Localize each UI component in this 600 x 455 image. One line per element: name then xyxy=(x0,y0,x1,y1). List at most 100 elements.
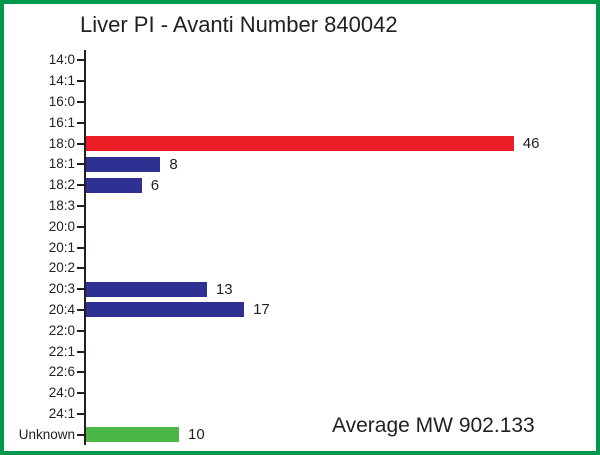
category-label: 22:0 xyxy=(48,322,75,338)
category-label-cell: 18:0 xyxy=(4,135,84,151)
category-label: 20:0 xyxy=(48,218,75,234)
category-label: 24:1 xyxy=(48,405,75,421)
axis-tick xyxy=(77,121,84,124)
bar-18:0 xyxy=(86,136,514,152)
category-label: 20:3 xyxy=(48,281,75,297)
value-label: 6 xyxy=(150,176,160,194)
axis-tick xyxy=(77,329,84,332)
category-label: 14:0 xyxy=(48,52,75,68)
chart-row: 18:2 6 xyxy=(4,174,584,196)
value-label: 8 xyxy=(169,155,178,173)
chart-row: 20:4 17 xyxy=(4,299,584,321)
axis-tick xyxy=(77,184,84,187)
bar-cell xyxy=(84,403,584,425)
chart-row: Unknown 10 xyxy=(4,424,584,446)
axis-tick xyxy=(77,163,84,166)
average-mw-label: Average MW 902.133 xyxy=(332,414,535,437)
category-label: 18:3 xyxy=(48,197,75,213)
axis-tick xyxy=(77,100,84,103)
category-label-cell: 20:0 xyxy=(4,218,84,234)
category-label: 20:2 xyxy=(48,260,75,276)
category-label-cell: 24:1 xyxy=(4,405,84,421)
category-label-cell: 20:2 xyxy=(4,261,84,275)
bar-cell: 8 xyxy=(84,153,584,175)
category-label: 18:2 xyxy=(48,177,75,193)
chart-title: Liver PI - Avanti Number 840042 xyxy=(80,12,398,37)
axis-tick xyxy=(77,371,84,374)
axis-tick xyxy=(77,59,84,62)
category-label-cell: 20:3 xyxy=(4,282,84,296)
category-label-cell: 18:3 xyxy=(4,197,84,213)
chart-row: 18:3 xyxy=(4,195,584,217)
chart-row: 20:1 xyxy=(4,237,584,258)
category-label-cell: 16:0 xyxy=(4,93,84,109)
axis-tick xyxy=(77,288,84,291)
category-label: 18:1 xyxy=(48,156,75,172)
category-label: 20:1 xyxy=(48,239,75,255)
bar-cell xyxy=(84,320,584,342)
category-label-cell: 18:2 xyxy=(4,178,84,192)
axis-tick xyxy=(77,246,84,249)
bar-cell xyxy=(84,50,584,71)
axis-tick xyxy=(77,204,84,207)
bar-cell xyxy=(84,216,584,238)
chart-row: 20:0 xyxy=(4,216,584,238)
chart-row: 20:2 xyxy=(4,257,584,279)
axis-tick xyxy=(77,267,84,270)
category-label: 22:1 xyxy=(48,343,75,359)
chart-row: 20:3 13 xyxy=(4,278,584,300)
bar-cell xyxy=(84,112,584,134)
category-label-cell: 22:1 xyxy=(4,343,84,359)
axis-tick xyxy=(77,433,84,436)
axis-tick xyxy=(77,225,84,228)
category-label: 20:4 xyxy=(48,301,75,317)
chart-row: 24:0 xyxy=(4,382,584,404)
chart-row: 18:0 46 xyxy=(4,133,584,154)
category-label-cell: Unknown xyxy=(4,426,84,442)
axis-tick xyxy=(77,142,84,145)
bar-cell xyxy=(84,91,584,113)
category-label-cell: 22:0 xyxy=(4,322,84,338)
category-label: 16:0 xyxy=(48,93,75,109)
plot-area: 14:0 14:1 16:0 16:1 18:0 46 18:1 8 18:2 6 18:3 20:0… xyxy=(4,50,584,446)
bar-cell xyxy=(84,70,584,92)
category-label: 18:0 xyxy=(48,135,75,151)
bar-cell xyxy=(84,237,584,258)
category-label-cell: 18:1 xyxy=(4,157,84,171)
chart-row: 24:1 xyxy=(4,403,584,425)
chart-row: 22:0 xyxy=(4,320,584,342)
bar-cell xyxy=(84,382,584,404)
bar-cell: 46 xyxy=(84,133,584,154)
category-label-cell: 20:1 xyxy=(4,239,84,255)
axis-tick xyxy=(77,350,84,353)
chart-row: 16:1 xyxy=(4,112,584,134)
category-label-cell: 16:1 xyxy=(4,114,84,130)
bar-cell xyxy=(84,361,584,383)
bar-18:2 xyxy=(86,177,142,193)
chart-row: 22:1 xyxy=(4,341,584,362)
category-label-cell: 22:6 xyxy=(4,365,84,379)
category-label-cell: 20:4 xyxy=(4,301,84,317)
bar-20:4 xyxy=(86,302,245,318)
bar-18:1 xyxy=(86,156,161,172)
axis-tick xyxy=(77,392,84,395)
chart-row: 14:1 xyxy=(4,70,584,92)
chart-row: 18:1 8 xyxy=(4,153,584,175)
value-label: 46 xyxy=(522,135,540,153)
value-label: 13 xyxy=(215,280,233,298)
value-label: 17 xyxy=(253,301,270,319)
category-label: 14:1 xyxy=(48,73,75,89)
category-label-cell: 24:0 xyxy=(4,386,84,400)
bar-cell xyxy=(84,257,584,279)
chart-row: 22:6 xyxy=(4,361,584,383)
axis-tick xyxy=(77,308,84,311)
category-label: Unknown xyxy=(18,426,75,442)
chart-row: 16:0 xyxy=(4,91,584,113)
category-label: 16:1 xyxy=(48,114,75,130)
bar-cell: 10 xyxy=(84,424,584,446)
category-label: 22:6 xyxy=(48,364,75,380)
chart-row: 14:0 xyxy=(4,50,584,71)
bar-cell: 13 xyxy=(84,278,584,300)
category-label-cell: 14:0 xyxy=(4,53,84,67)
